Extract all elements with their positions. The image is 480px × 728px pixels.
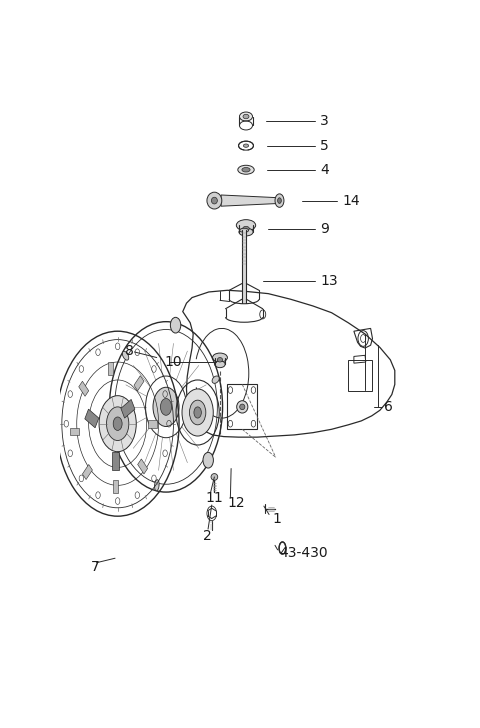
Circle shape xyxy=(277,198,281,203)
Ellipse shape xyxy=(242,167,250,172)
Bar xyxy=(112,451,119,470)
Ellipse shape xyxy=(207,192,222,209)
Text: 6: 6 xyxy=(384,400,393,414)
Circle shape xyxy=(153,387,179,427)
Text: 5: 5 xyxy=(321,138,329,153)
Ellipse shape xyxy=(237,400,248,413)
Ellipse shape xyxy=(215,361,225,368)
Bar xyxy=(242,230,246,303)
Text: 11: 11 xyxy=(205,491,223,505)
Circle shape xyxy=(170,317,181,333)
Ellipse shape xyxy=(238,165,254,174)
Ellipse shape xyxy=(240,229,249,232)
Ellipse shape xyxy=(212,376,219,384)
Circle shape xyxy=(99,396,136,451)
Ellipse shape xyxy=(122,352,129,360)
Ellipse shape xyxy=(211,197,217,204)
Circle shape xyxy=(109,427,120,443)
Bar xyxy=(108,362,113,376)
Text: 3: 3 xyxy=(321,114,329,128)
Ellipse shape xyxy=(243,114,249,119)
Bar xyxy=(79,381,89,396)
Ellipse shape xyxy=(240,112,252,121)
Text: 4: 4 xyxy=(321,163,329,177)
Circle shape xyxy=(190,400,206,425)
Text: 10: 10 xyxy=(164,355,182,369)
Text: 43-430: 43-430 xyxy=(279,545,328,560)
Circle shape xyxy=(107,407,129,440)
Ellipse shape xyxy=(155,480,159,491)
Text: 8: 8 xyxy=(125,344,134,358)
Ellipse shape xyxy=(217,357,223,362)
Bar xyxy=(70,427,79,435)
Circle shape xyxy=(113,417,122,430)
Text: 13: 13 xyxy=(321,274,338,288)
Bar xyxy=(138,459,148,474)
Bar xyxy=(227,384,257,430)
Bar xyxy=(113,480,119,493)
Ellipse shape xyxy=(240,404,245,410)
Ellipse shape xyxy=(243,226,249,231)
Ellipse shape xyxy=(211,474,218,480)
Text: 9: 9 xyxy=(321,221,329,236)
Bar xyxy=(121,400,135,418)
Ellipse shape xyxy=(213,353,228,362)
Circle shape xyxy=(275,194,284,207)
Text: 1: 1 xyxy=(272,512,281,526)
Circle shape xyxy=(160,398,172,415)
Bar xyxy=(134,376,144,391)
Circle shape xyxy=(182,389,213,436)
Polygon shape xyxy=(221,195,279,206)
Text: 2: 2 xyxy=(203,529,212,543)
Ellipse shape xyxy=(239,228,253,236)
Bar xyxy=(148,420,156,427)
Circle shape xyxy=(203,452,214,468)
Text: 14: 14 xyxy=(343,194,360,207)
Ellipse shape xyxy=(243,144,249,147)
Bar xyxy=(83,464,93,480)
Bar xyxy=(85,409,99,428)
Bar xyxy=(348,360,372,391)
Text: 7: 7 xyxy=(91,560,99,574)
Ellipse shape xyxy=(236,220,256,231)
Circle shape xyxy=(194,407,202,418)
Text: 12: 12 xyxy=(228,496,245,510)
